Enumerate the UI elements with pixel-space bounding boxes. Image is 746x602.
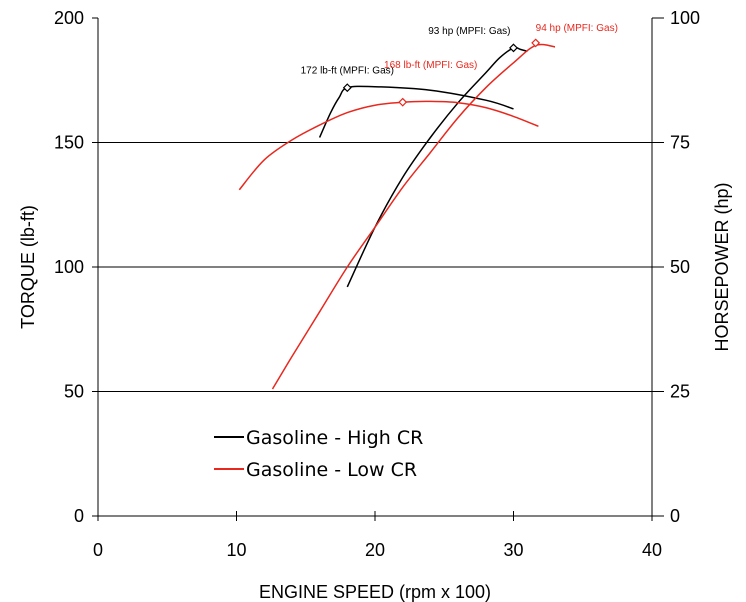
torque-line-series-2 bbox=[238, 100, 539, 191]
x-axis-title: ENGINE SPEED (rpm x 100) bbox=[259, 582, 491, 602]
y-right-tick-label: 25 bbox=[670, 382, 690, 402]
y-right-tick-label: 75 bbox=[670, 133, 690, 153]
y-left-tick-label: 150 bbox=[54, 133, 84, 153]
gridlines bbox=[98, 142, 652, 392]
x-tick-label: 20 bbox=[365, 540, 385, 560]
y-left-tick-label: 200 bbox=[54, 8, 84, 28]
horsepower-line-series-2 bbox=[271, 43, 556, 390]
torque-line-series-1 bbox=[318, 85, 514, 138]
annotations: 172 lb-ft (MPFI: Gas) 93 hp (MPFI: Gas) 16… bbox=[301, 23, 618, 77]
y-right-tick-label: 0 bbox=[670, 506, 680, 526]
peak-marker bbox=[531, 38, 541, 48]
horsepower-line-series-1 bbox=[346, 46, 528, 288]
x-tick-label: 10 bbox=[226, 540, 246, 560]
y-axis-right-title: HORSEPOWER (hp) bbox=[712, 182, 732, 351]
x-tick-label: 40 bbox=[642, 540, 662, 560]
y-axis-left-title: TORQUE (lb-ft) bbox=[18, 205, 38, 329]
annotation-label: 93 hp (MPFI: Gas) bbox=[428, 26, 510, 37]
y-left-tick-label: 100 bbox=[54, 257, 84, 277]
peak-markers bbox=[342, 38, 541, 107]
annotation-label: 172 lb-ft (MPFI: Gas) bbox=[301, 66, 394, 77]
y-right-tick-label: 100 bbox=[670, 8, 700, 28]
x-tick-label: 30 bbox=[503, 540, 523, 560]
peak-marker bbox=[342, 83, 352, 93]
y-left-tick-label: 0 bbox=[74, 506, 84, 526]
legend-entry-label: Gasoline - High CR bbox=[246, 427, 423, 449]
series-lines bbox=[238, 43, 556, 390]
annotation-label: 94 hp (MPFI: Gas) bbox=[536, 23, 618, 34]
y-right-tick-label: 50 bbox=[670, 257, 690, 277]
axes: 0 10 20 30 40 0 50 100 150 200 0 25 50 75 100 bbox=[54, 8, 700, 560]
y-left-tick-label: 50 bbox=[64, 382, 84, 402]
x-tick-label: 0 bbox=[93, 540, 103, 560]
peak-marker bbox=[509, 43, 518, 53]
legend: Gasoline - High CR Gasoline - Low CR bbox=[214, 427, 423, 481]
annotation-label: 168 lb-ft (MPFI: Gas) bbox=[384, 60, 477, 71]
peak-marker bbox=[398, 97, 408, 107]
legend-entry-label: Gasoline - Low CR bbox=[246, 459, 417, 481]
